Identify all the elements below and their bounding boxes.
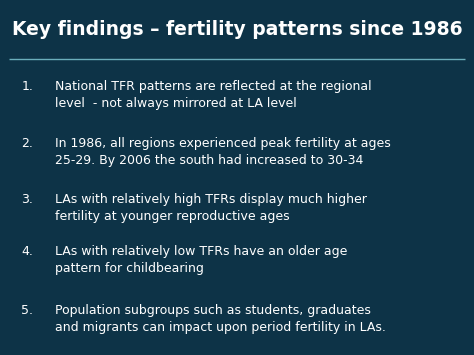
Text: Key findings – fertility patterns since 1986: Key findings – fertility patterns since … [12, 20, 463, 39]
Text: 1.: 1. [21, 80, 33, 93]
Text: National TFR patterns are reflected at the regional
level  - not always mirrored: National TFR patterns are reflected at t… [55, 80, 371, 110]
Text: Population subgroups such as students, graduates
and migrants can impact upon pe: Population subgroups such as students, g… [55, 304, 385, 334]
Text: LAs with relatively high TFRs display much higher
fertility at younger reproduct: LAs with relatively high TFRs display mu… [55, 193, 366, 224]
Text: In 1986, all regions experienced peak fertility at ages
25-29. By 2006 the south: In 1986, all regions experienced peak fe… [55, 137, 390, 167]
Text: 2.: 2. [21, 137, 33, 150]
Text: 3.: 3. [21, 193, 33, 207]
Text: 5.: 5. [21, 304, 33, 317]
Text: LAs with relatively low TFRs have an older age
pattern for childbearing: LAs with relatively low TFRs have an old… [55, 245, 347, 275]
Text: 4.: 4. [21, 245, 33, 258]
